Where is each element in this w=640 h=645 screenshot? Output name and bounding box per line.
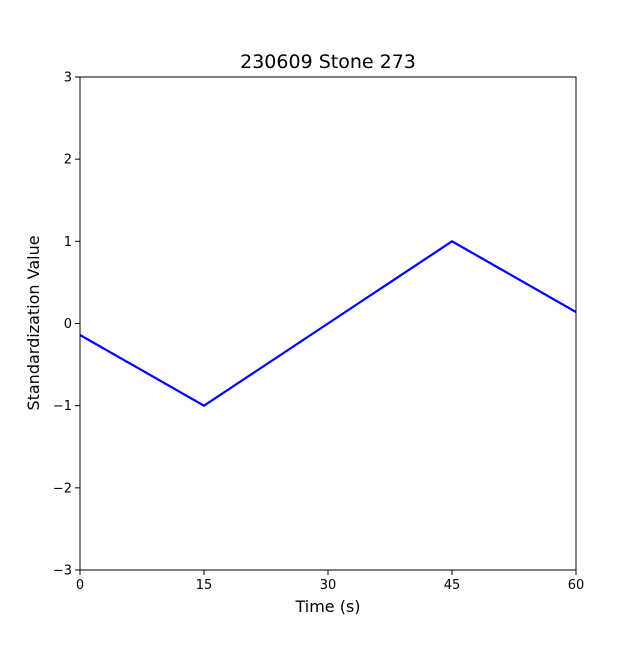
- y-tick-label-3: 3: [64, 71, 72, 86]
- y-tick-label-0: 0: [64, 317, 72, 332]
- x-tick-label-30: 30: [320, 578, 337, 593]
- x-tick-label-15: 15: [196, 578, 213, 593]
- y-tick-label--3: −3: [53, 564, 72, 579]
- x-axis-label: Time (s): [294, 597, 360, 616]
- y-tick-label-1: 1: [64, 235, 72, 250]
- y-tick-label--2: −2: [53, 481, 72, 496]
- chart-title: 230609 Stone 273: [240, 51, 416, 73]
- x-tick-label-60: 60: [568, 578, 585, 593]
- y-axis-label: Standardization Value: [24, 235, 43, 410]
- x-tick-label-45: 45: [444, 578, 461, 593]
- y-tick-label--1: −1: [53, 399, 72, 414]
- y-tick-label-2: 2: [64, 153, 72, 168]
- series-line-0: [80, 240, 576, 407]
- x-tick-label-0: 0: [76, 578, 84, 593]
- plot-area: 0 15 30 45 60 −3 −2 −1 0 1 2 3: [53, 71, 584, 594]
